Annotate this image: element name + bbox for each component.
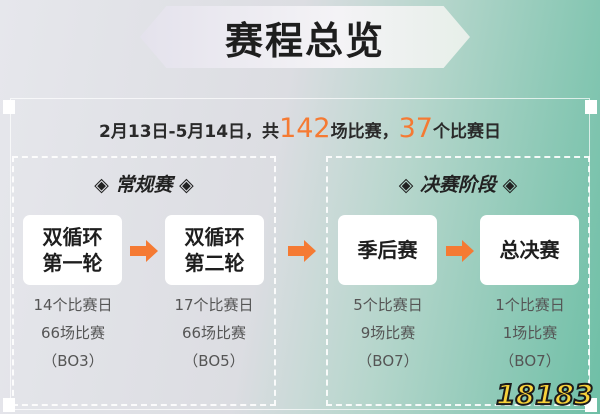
days: 1个比赛日 (495, 296, 565, 314)
round-card: 双循环 第一轮 (23, 215, 122, 285)
total-matches: 142 (279, 113, 331, 144)
days: 17个比赛日 (174, 296, 254, 314)
days: 5个比赛日 (353, 296, 423, 314)
stage-label-finals: ◈ 决赛阶段 ◈ (398, 174, 518, 196)
stage-label-regular: ◈ 常规赛 ◈ (94, 174, 194, 196)
schedule-summary: 2月13日-5月14日，共142场比赛，37个比赛日 (0, 113, 600, 144)
round-name: 第一轮 (42, 251, 103, 275)
round-card: 季后赛 (338, 215, 437, 285)
title-banner (140, 6, 470, 68)
round-stats: 17个比赛日 66场比赛 （BO5） (159, 291, 269, 375)
round-stats: 14个比赛日 66场比赛 （BO3） (18, 291, 128, 375)
finals-box (326, 156, 590, 406)
page-title: 赛程总览 (224, 19, 385, 63)
total-days: 37 (398, 113, 433, 144)
round-name: 第二轮 (184, 251, 245, 275)
arrow-right-icon (130, 240, 158, 262)
round-card: 总决赛 (480, 215, 579, 285)
round-name: 双循环 (184, 225, 245, 249)
frame-corner (585, 100, 597, 114)
summary-prefix: 2月13日-5月14日，共 (99, 122, 280, 142)
frame-corner (3, 100, 15, 114)
days: 14个比赛日 (33, 296, 113, 314)
round-stats: 1个比赛日 1场比赛 （BO7） (475, 291, 585, 375)
watermark-logo: 18183 (495, 378, 594, 412)
round-stats: 5个比赛日 9场比赛 （BO7） (333, 291, 443, 375)
stage-label-text: 决赛阶段 (419, 174, 496, 196)
summary-suffix: 个比赛日 (432, 122, 501, 142)
round-name: 总决赛 (499, 238, 560, 262)
stage-label-text: 常规赛 (115, 174, 173, 196)
matches: 9场比赛 (360, 324, 416, 342)
round-name: 双循环 (42, 225, 103, 249)
format: （BO7） (499, 352, 561, 370)
round-name: 季后赛 (357, 238, 418, 262)
matches: 1场比赛 (502, 324, 558, 342)
format: （BO5） (183, 352, 245, 370)
matches: 66场比赛 (40, 324, 106, 342)
format: （BO3） (42, 352, 104, 370)
regular-season-box (12, 156, 276, 406)
format: （BO7） (357, 352, 419, 370)
arrow-right-icon (288, 240, 316, 262)
matches: 66场比赛 (181, 324, 247, 342)
arrow-right-icon (446, 240, 474, 262)
summary-mid: 场比赛， (330, 122, 399, 142)
round-card: 双循环 第二轮 (165, 215, 264, 285)
